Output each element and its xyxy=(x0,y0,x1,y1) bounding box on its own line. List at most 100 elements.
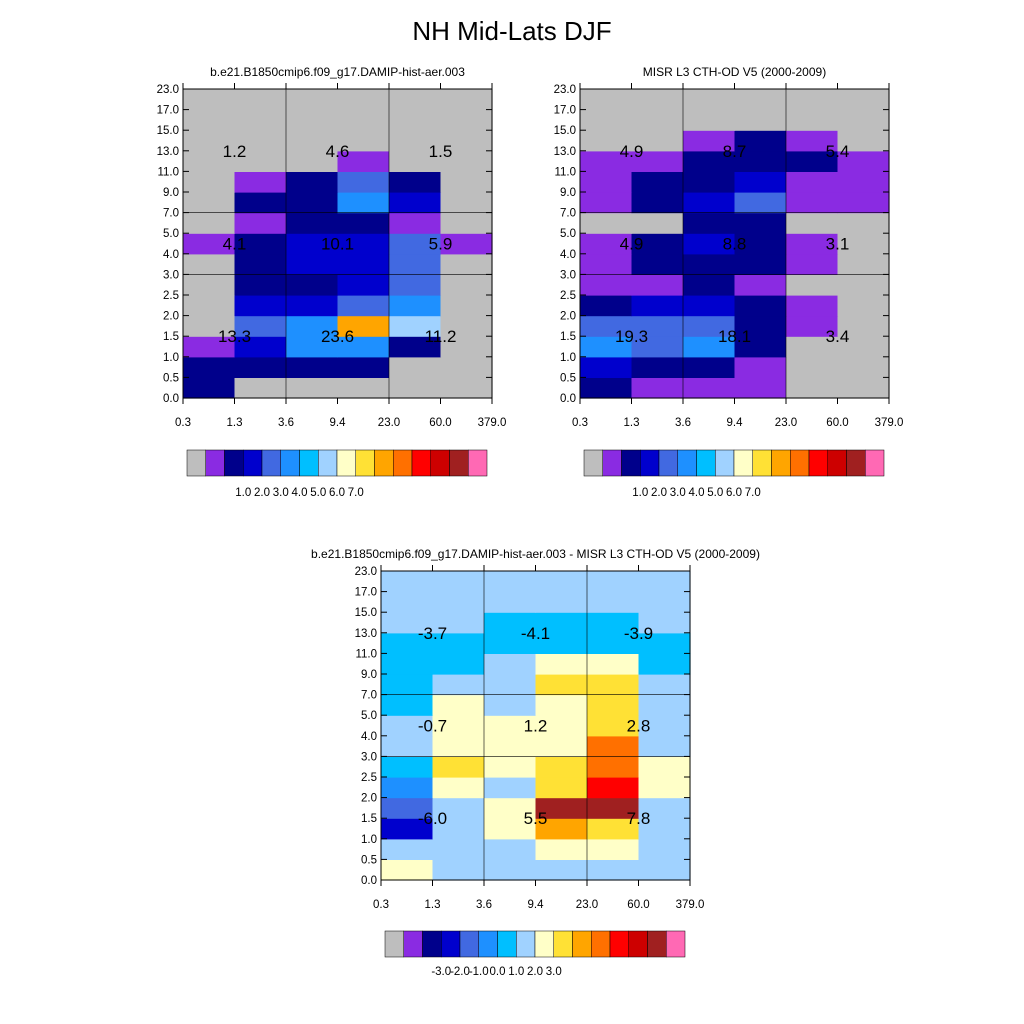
heatmap-cell xyxy=(183,295,236,317)
heatmap-cell xyxy=(734,295,787,317)
colorbar-label: 1.0 xyxy=(508,966,524,978)
aggregate-value-label: 1.2 xyxy=(524,717,548,736)
heatmap-cell xyxy=(786,109,839,131)
heatmap-cell xyxy=(638,715,691,737)
heatmap-cell xyxy=(631,212,684,234)
heatmap-cell xyxy=(484,715,537,737)
heatmap-cell xyxy=(631,109,684,131)
heatmap-cell xyxy=(432,797,485,819)
heatmap-cell xyxy=(484,632,537,654)
heatmap-cell xyxy=(631,150,684,172)
heatmap-cell xyxy=(432,818,485,840)
heatmap-cell xyxy=(389,130,442,152)
heatmap-cell xyxy=(432,838,485,860)
heatmap-cell xyxy=(786,171,839,193)
heatmap-cell xyxy=(638,612,691,634)
colorbar-swatch xyxy=(609,930,629,958)
heatmap-cell xyxy=(631,89,684,111)
colorbar-swatch xyxy=(243,449,263,477)
heatmap-cell xyxy=(183,233,236,255)
y-tick-label: 2.0 xyxy=(361,793,377,805)
heatmap-cell xyxy=(580,295,633,317)
aggregate-value-label: 5.5 xyxy=(524,809,548,828)
heatmap-cell xyxy=(638,653,691,675)
x-tick-label: 23.0 xyxy=(775,417,797,429)
heatmap-cell xyxy=(440,109,493,131)
heatmap-cell xyxy=(734,233,787,255)
colorbar-label: 3.0 xyxy=(273,487,289,499)
heatmap-cell xyxy=(484,756,537,778)
heatmap-cell xyxy=(683,295,736,317)
heatmap-cell xyxy=(183,356,236,378)
heatmap-cell xyxy=(631,233,684,255)
colorbar-swatch xyxy=(591,930,611,958)
y-tick-label: 1.5 xyxy=(361,813,377,825)
heatmap-cell xyxy=(183,89,236,111)
heatmap-cell xyxy=(389,89,442,111)
heatmap-cell xyxy=(631,192,684,214)
heatmap-cell xyxy=(183,109,236,131)
heatmap-cell xyxy=(337,192,390,214)
heatmap-cell xyxy=(580,150,633,172)
aggregate-value-label: 3.4 xyxy=(826,327,850,346)
y-tick-label: 1.0 xyxy=(560,352,576,364)
heatmap-cell xyxy=(440,253,493,275)
aggregate-value-label: 4.6 xyxy=(326,142,350,161)
heatmap-cell xyxy=(638,859,691,881)
heatmap-cell xyxy=(535,571,588,593)
y-tick-label: 15.0 xyxy=(157,125,179,137)
heatmap-cell xyxy=(484,818,537,840)
heatmap-cell xyxy=(786,233,839,255)
heatmap-cell xyxy=(734,192,787,214)
x-tick-label: 0.3 xyxy=(572,417,588,429)
aggregate-value-label: 8.7 xyxy=(723,142,747,161)
heatmap-cell xyxy=(786,295,839,317)
y-tick-label: 11.0 xyxy=(554,166,576,178)
heatmap-cell xyxy=(580,315,633,337)
y-tick-label: 7.0 xyxy=(560,208,576,220)
heatmap-cell xyxy=(631,295,684,317)
colorbar: 1.0 2.0 3.0 4.0 5.0 6.0 7.0 xyxy=(186,449,488,499)
heatmap-cell xyxy=(837,130,890,152)
heatmap-cell xyxy=(440,315,493,337)
heatmap-cell xyxy=(337,212,390,234)
heatmap-cell xyxy=(683,130,736,152)
heatmap-cell xyxy=(234,171,287,193)
heatmap-cell xyxy=(183,377,236,399)
heatmap-cell xyxy=(432,859,485,881)
heatmap-cell xyxy=(234,109,287,131)
heatmap-cell xyxy=(734,315,787,337)
heatmap-cell xyxy=(580,109,633,131)
heatmap-cell xyxy=(432,571,485,593)
colorbar-swatch xyxy=(468,449,488,477)
y-tick-label: 7.0 xyxy=(361,690,377,702)
heatmap-cell xyxy=(234,274,287,296)
heatmap-cell xyxy=(734,274,787,296)
heatmap-cell xyxy=(440,274,493,296)
colorbar-swatch xyxy=(336,449,356,477)
heatmap-cell xyxy=(381,591,434,613)
heatmap-cell xyxy=(638,838,691,860)
heatmap-cell xyxy=(587,653,640,675)
x-tick-label: 379.0 xyxy=(676,899,705,911)
heatmap-cell xyxy=(734,89,787,111)
heatmap-cell xyxy=(286,253,339,275)
x-tick-label: 23.0 xyxy=(576,899,598,911)
heatmap-cell xyxy=(183,150,236,172)
heatmap-cell xyxy=(440,377,493,399)
heatmap-cell xyxy=(638,818,691,840)
aggregate-value-label: 3.1 xyxy=(826,235,850,254)
heatmap-cell xyxy=(683,233,736,255)
x-tick-label: 60.0 xyxy=(429,417,451,429)
colorbar-swatch xyxy=(224,449,244,477)
heatmap-cell xyxy=(638,591,691,613)
aggregate-value-label: -0.7 xyxy=(418,717,447,736)
heatmap-cell xyxy=(381,612,434,634)
heatmap-cell xyxy=(535,838,588,860)
heatmap-cell xyxy=(587,632,640,654)
heatmap-cell xyxy=(432,632,485,654)
heatmap-cell xyxy=(389,356,442,378)
heatmap-cell xyxy=(381,653,434,675)
y-tick-label: 0.0 xyxy=(560,393,576,405)
y-tick-label: 9.0 xyxy=(560,187,576,199)
